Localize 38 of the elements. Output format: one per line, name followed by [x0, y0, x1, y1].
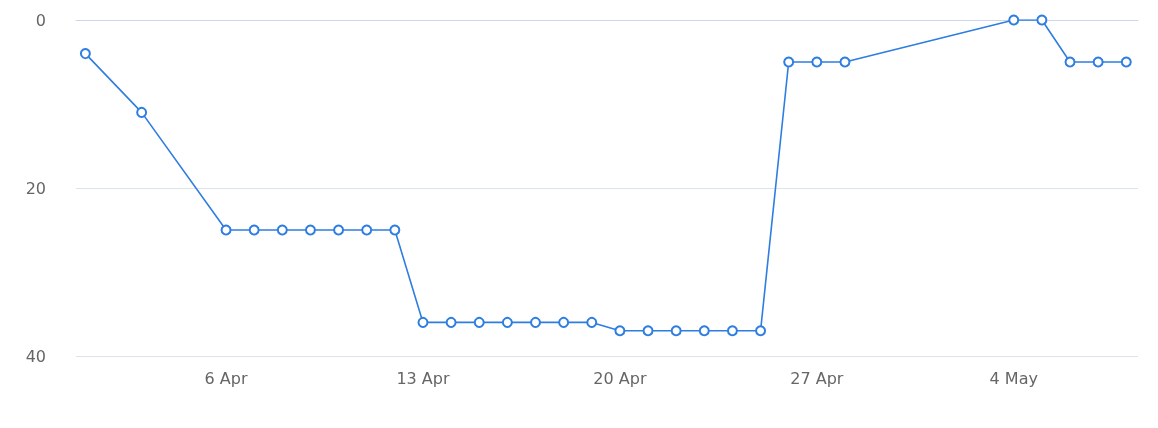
point — [1092, 56, 1104, 68]
point — [811, 56, 823, 68]
x-tick-label: 13 Apr — [396, 368, 450, 388]
y-tick-label: 20 — [25, 178, 46, 198]
point — [501, 316, 513, 328]
point — [417, 316, 429, 328]
point — [670, 325, 682, 337]
x-tick-label: 27 Apr — [790, 368, 844, 388]
point — [136, 106, 148, 118]
point — [79, 48, 91, 60]
point — [726, 325, 738, 337]
x-tick-label: 20 Apr — [593, 368, 647, 388]
point — [389, 224, 401, 236]
point — [333, 224, 345, 236]
point — [220, 224, 232, 236]
point — [1120, 56, 1132, 68]
point — [276, 224, 288, 236]
point — [642, 325, 654, 337]
point — [586, 316, 598, 328]
x-tick-label: 4 May — [989, 368, 1038, 388]
point — [304, 224, 316, 236]
point — [473, 316, 485, 328]
point — [248, 224, 260, 236]
point — [783, 56, 795, 68]
point — [1036, 14, 1048, 26]
point — [361, 224, 373, 236]
point — [445, 316, 457, 328]
point — [839, 56, 851, 68]
point — [530, 316, 541, 328]
point — [558, 316, 570, 328]
point — [1008, 14, 1020, 26]
x-tick-label: 6 Apr — [204, 368, 248, 388]
point — [698, 325, 710, 337]
point — [1064, 56, 1076, 68]
y-tick-label: 40 — [25, 346, 46, 366]
point — [614, 325, 626, 337]
point — [755, 325, 767, 337]
y-tick-label: 0 — [35, 10, 46, 30]
